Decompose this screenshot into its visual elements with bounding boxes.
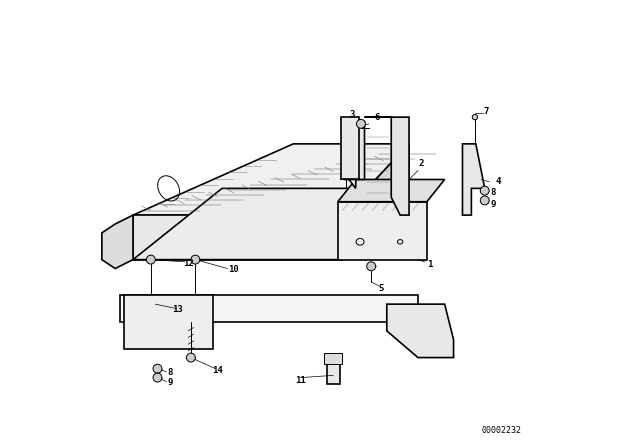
Ellipse shape — [480, 196, 489, 205]
Polygon shape — [133, 188, 409, 260]
Bar — [341, 117, 359, 180]
Text: 5: 5 — [379, 284, 384, 293]
Bar — [324, 353, 342, 364]
Polygon shape — [133, 144, 409, 215]
Ellipse shape — [367, 262, 376, 271]
Polygon shape — [326, 358, 340, 384]
Text: 9: 9 — [490, 200, 495, 209]
Text: 4: 4 — [496, 177, 501, 186]
Text: 13: 13 — [172, 305, 183, 314]
Polygon shape — [120, 295, 418, 322]
Polygon shape — [365, 117, 409, 215]
Polygon shape — [344, 121, 365, 188]
Ellipse shape — [191, 255, 200, 264]
Ellipse shape — [472, 115, 477, 120]
Text: 2: 2 — [419, 159, 424, 168]
Text: 6: 6 — [374, 112, 380, 122]
Polygon shape — [463, 144, 484, 215]
Polygon shape — [387, 304, 454, 358]
Polygon shape — [124, 295, 213, 349]
Text: 1: 1 — [427, 259, 432, 268]
Ellipse shape — [153, 373, 162, 382]
Text: 12: 12 — [183, 259, 194, 268]
Text: 10: 10 — [228, 265, 239, 274]
Text: 00002232: 00002232 — [481, 426, 521, 435]
Text: 8: 8 — [168, 368, 173, 377]
Polygon shape — [342, 144, 409, 260]
Text: 8: 8 — [490, 188, 495, 197]
Polygon shape — [338, 180, 445, 202]
Polygon shape — [338, 202, 427, 260]
Ellipse shape — [480, 186, 489, 195]
Ellipse shape — [153, 364, 162, 373]
Ellipse shape — [147, 255, 156, 264]
Ellipse shape — [186, 353, 195, 362]
Polygon shape — [133, 215, 342, 260]
Text: 9: 9 — [168, 378, 173, 387]
Polygon shape — [102, 215, 133, 268]
Text: 7: 7 — [484, 107, 489, 116]
Text: 11: 11 — [295, 376, 306, 385]
Text: 14: 14 — [212, 366, 223, 375]
Text: 3: 3 — [350, 110, 355, 120]
Ellipse shape — [356, 119, 365, 128]
